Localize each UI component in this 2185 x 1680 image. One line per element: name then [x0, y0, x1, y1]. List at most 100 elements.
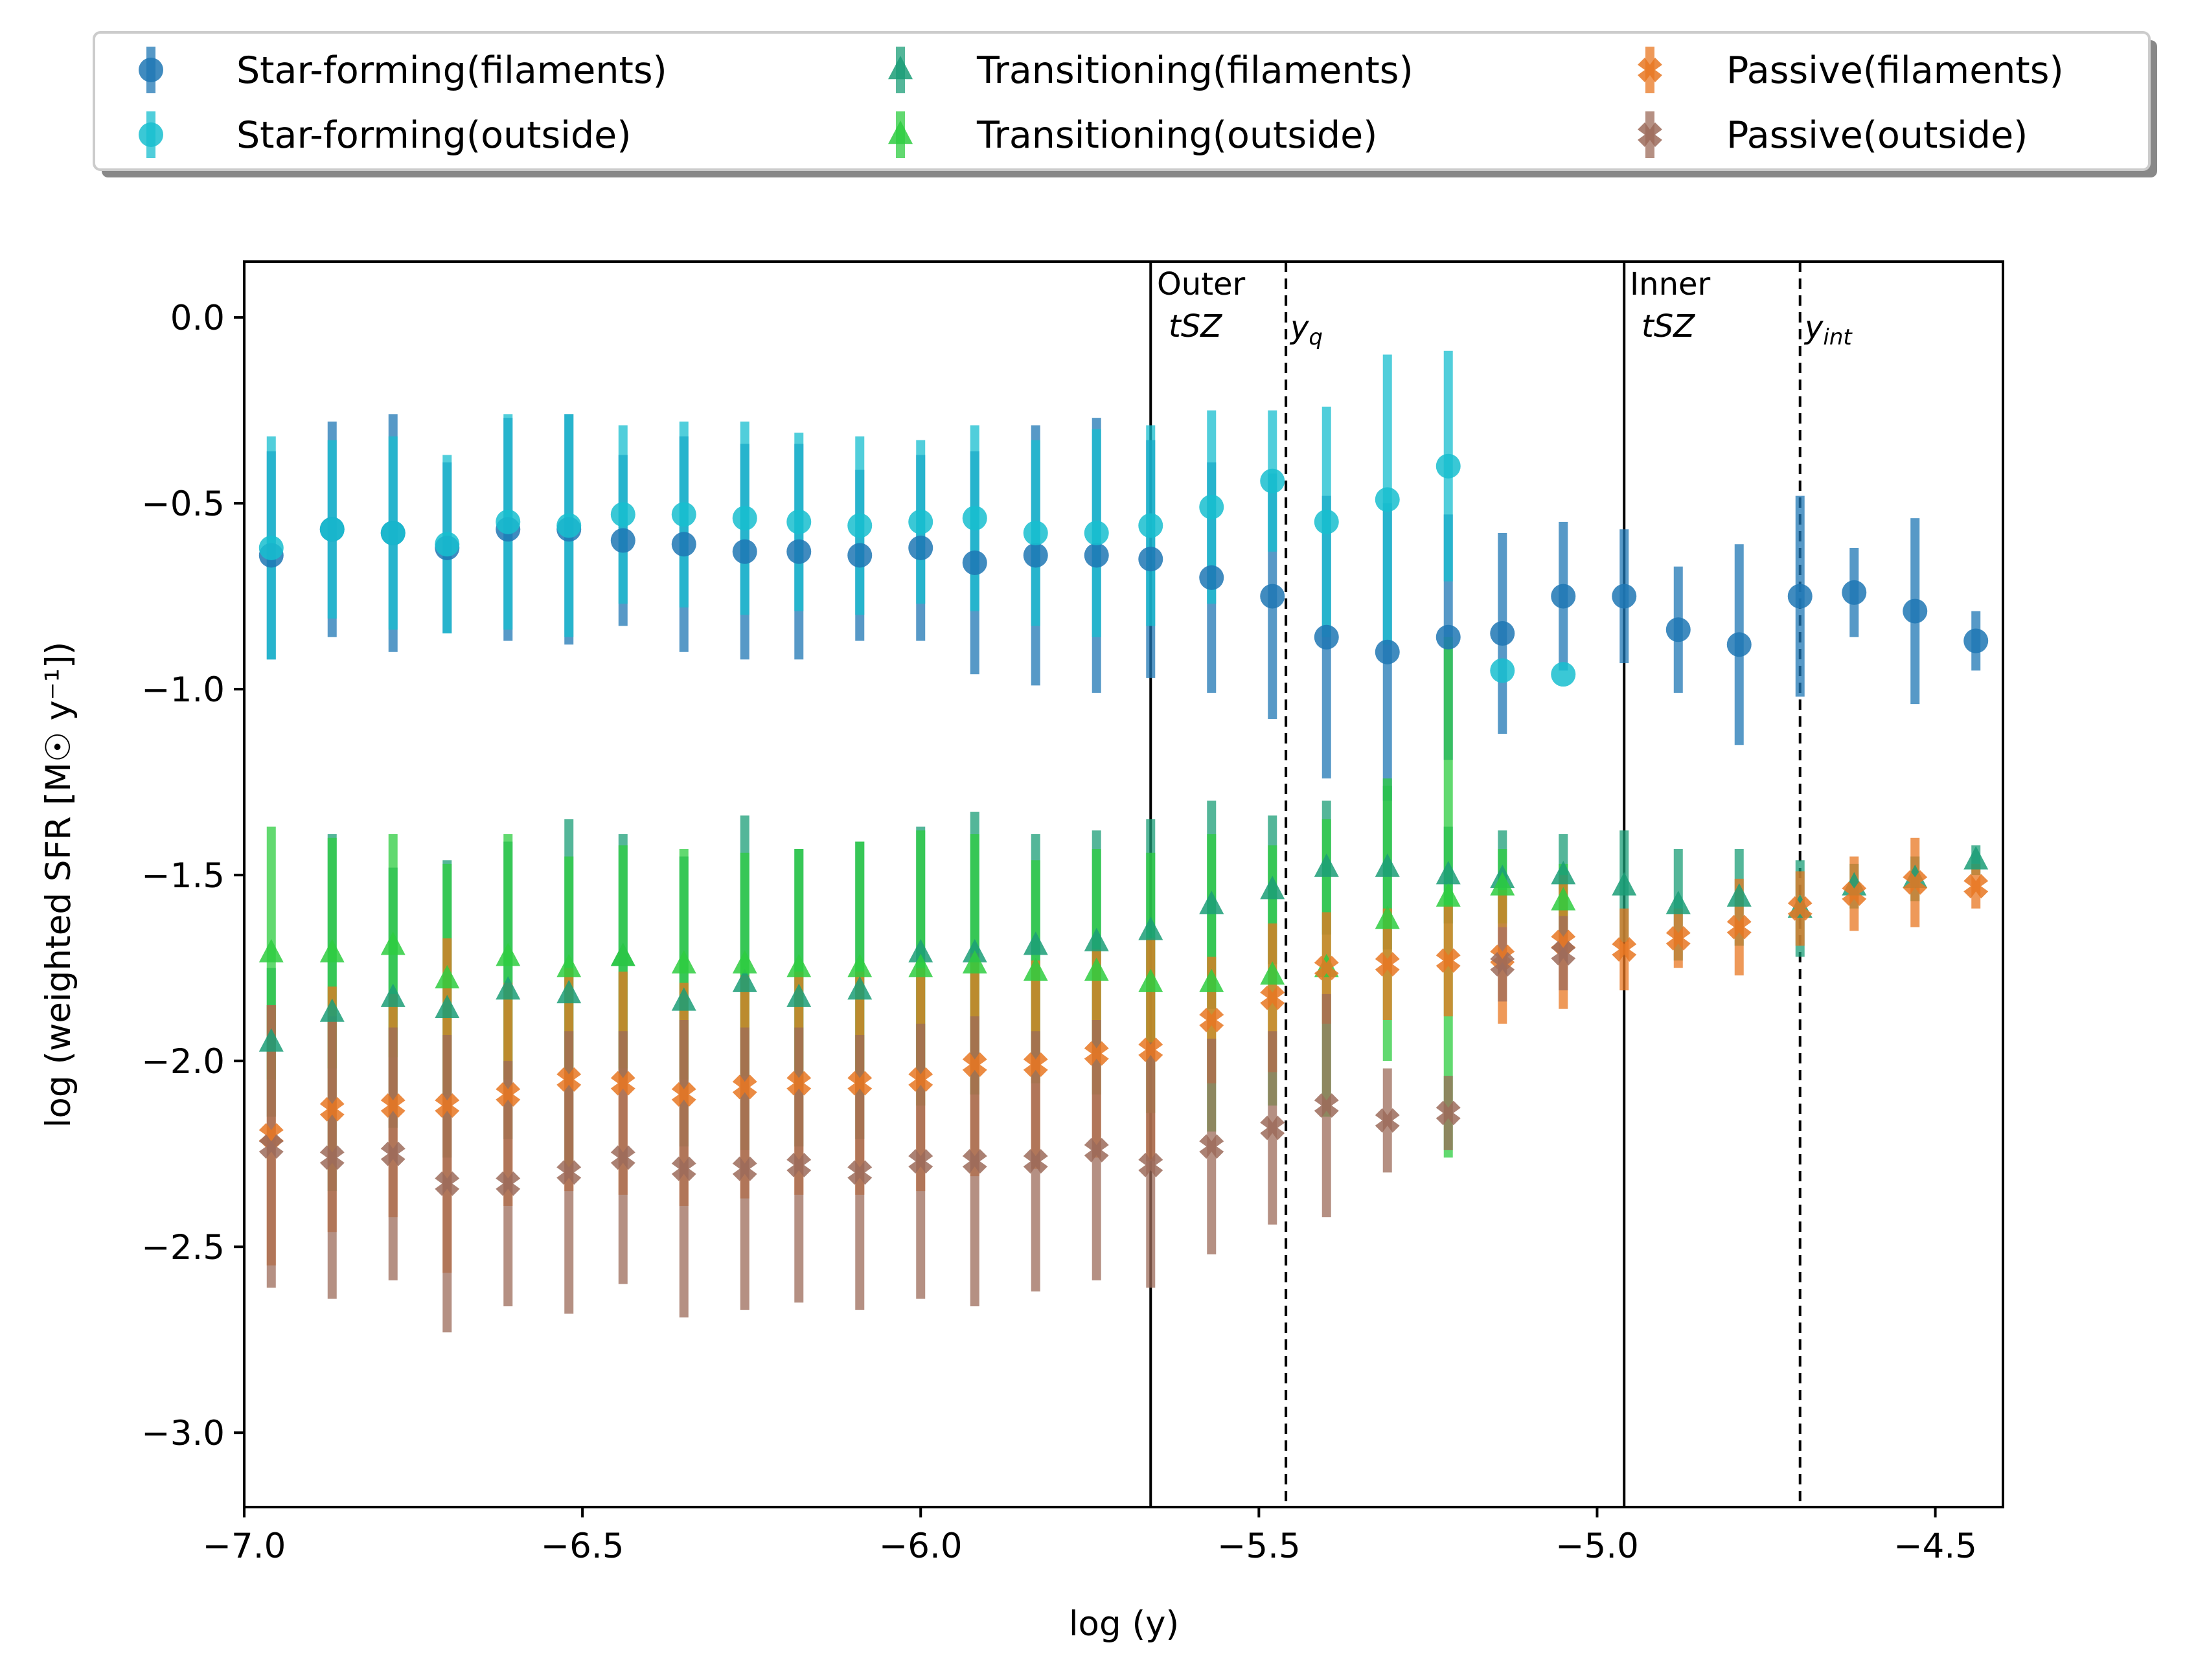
data-point-passive-filaments [1436, 948, 1461, 973]
data-point-transitioning-outside [1084, 957, 1109, 981]
data-point-star-forming-filaments [1903, 598, 1928, 624]
legend-marker-swatch [139, 58, 163, 82]
legend-marker-swatch [888, 120, 913, 144]
data-point-transitioning-filaments [1612, 872, 1637, 896]
data-point-passive-outside [1375, 1108, 1400, 1133]
data-point-transitioning-outside [435, 965, 460, 989]
data-point-passive-filaments [908, 1067, 933, 1092]
x-tick-label: −5.5 [1217, 1527, 1301, 1566]
x-tick-label: −6.5 [541, 1527, 624, 1566]
data-point-star-forming-outside [847, 513, 873, 538]
yint-label-sub: int [1823, 324, 1853, 350]
data-point-passive-filaments [1612, 936, 1637, 962]
data-point-passive-outside [1260, 1115, 1285, 1141]
x-tick-label: −6.0 [879, 1527, 963, 1566]
x-axis-tick-labels: −7.0 −6.5 −6.0 −5.5 −5.0 −4.5 [203, 1527, 1977, 1566]
data-point-transitioning-outside [319, 938, 345, 962]
data-point-transitioning-filaments [319, 998, 345, 1022]
data-point-transitioning-outside [380, 931, 406, 955]
legend-items [139, 47, 1662, 158]
data-point-star-forming-filaments [1023, 543, 1048, 568]
data-point-star-forming-filaments [1436, 624, 1461, 650]
data-point-passive-filaments [962, 1052, 987, 1077]
data-point-transitioning-outside [496, 942, 521, 966]
y-tick-label: −0.5 [141, 484, 225, 524]
data-point-passive-filaments [1963, 874, 1989, 899]
data-point-passive-outside [1023, 1149, 1048, 1174]
data-point-star-forming-outside [556, 513, 582, 538]
data-point-star-forming-filaments [1551, 584, 1576, 609]
data-point-passive-filaments [556, 1067, 582, 1092]
yq-label-main: y [1289, 310, 1309, 346]
data-point-transitioning-filaments [1023, 931, 1048, 955]
data-point-passive-filaments [1842, 881, 1867, 906]
data-point-transitioning-outside [732, 950, 757, 974]
x-tick-label: −7.0 [203, 1527, 286, 1566]
legend: Star-forming(filaments) Star-forming(out… [93, 31, 2157, 177]
data-point-star-forming-filaments [1084, 543, 1109, 568]
data-point-passive-filaments [1260, 985, 1285, 1010]
legend-label-3: Transitioning(outside) [976, 114, 1377, 157]
data-point-passive-outside [258, 1134, 284, 1159]
data-point-passive-filaments [732, 1074, 757, 1100]
data-point-star-forming-outside [1199, 494, 1224, 519]
y-tick-label: −3.0 [141, 1414, 225, 1453]
data-point-transitioning-outside [1490, 872, 1515, 896]
data-point-passive-filaments [1665, 925, 1691, 951]
data-point-transitioning-outside [610, 942, 635, 966]
data-point-transitioning-filaments [1665, 891, 1691, 914]
data-point-transitioning-filaments [908, 938, 933, 962]
data-point-transitioning-filaments [1138, 916, 1163, 940]
plot-frame [243, 260, 2004, 1508]
data-point-passive-outside [908, 1149, 933, 1174]
data-point-passive-outside [732, 1156, 757, 1181]
data-point-star-forming-filaments [1665, 617, 1691, 642]
data-point-star-forming-filaments [671, 532, 696, 557]
data-point-passive-filaments [1375, 951, 1400, 977]
data-point-transitioning-filaments [847, 976, 873, 1000]
data-point-passive-outside [435, 1171, 460, 1196]
outer-tsz-label-line1: Outer [1157, 266, 1246, 302]
data-point-passive-outside [610, 1145, 635, 1170]
data-point-transitioning-filaments [786, 983, 812, 1007]
data-point-star-forming-outside [435, 532, 460, 557]
x-axis-ticks [243, 1507, 1937, 1517]
data-point-transitioning-filaments [1314, 853, 1339, 877]
data-point-star-forming-filaments [908, 536, 933, 561]
data-point-transitioning-filaments [1084, 927, 1109, 951]
data-point-star-forming-outside [1490, 658, 1515, 683]
data-point-passive-filaments [847, 1071, 873, 1096]
outer-tsz-label-line2: tSZ [1169, 308, 1222, 345]
data-point-star-forming-filaments [1375, 639, 1400, 664]
data-point-star-forming-outside [1436, 453, 1461, 479]
data-point-passive-outside [380, 1141, 406, 1166]
data-point-transitioning-filaments [258, 1028, 284, 1052]
data-point-star-forming-filaments [1260, 584, 1285, 609]
data-point-transitioning-filaments [732, 968, 757, 992]
data-point-passive-filaments [319, 1096, 345, 1122]
data-point-passive-outside [319, 1145, 345, 1170]
data-point-passive-outside [556, 1160, 582, 1185]
data-point-passive-filaments [1787, 896, 1813, 921]
data-point-transitioning-outside [1260, 961, 1285, 985]
legend-frame [93, 31, 2151, 171]
data-point-star-forming-outside [962, 506, 987, 531]
data-point-star-forming-filaments [1787, 584, 1813, 609]
data-point-passive-outside [1084, 1137, 1109, 1163]
y-axis-tick-labels: 0.0 −0.5 −1.0 −1.5 −2.0 −2.5 −3.0 [141, 299, 225, 1453]
data-point-passive-filaments [1199, 1008, 1224, 1033]
data-point-star-forming-outside [496, 509, 521, 534]
data-point-transitioning-outside [847, 953, 873, 977]
data-point-transitioning-outside [1199, 968, 1224, 992]
data-point-transitioning-outside [258, 938, 284, 962]
data-point-passive-filaments [1084, 1041, 1109, 1066]
legend-label-1: Star-forming(outside) [236, 114, 631, 157]
data-point-passive-outside [847, 1160, 873, 1185]
y-tick-label: −2.0 [141, 1042, 225, 1082]
data-point-star-forming-filaments [847, 543, 873, 568]
yint-label: yint [1803, 310, 1853, 350]
data-point-star-forming-outside [1260, 468, 1285, 494]
data-point-transitioning-filaments [496, 976, 521, 1000]
data-point-passive-filaments [1023, 1052, 1048, 1077]
